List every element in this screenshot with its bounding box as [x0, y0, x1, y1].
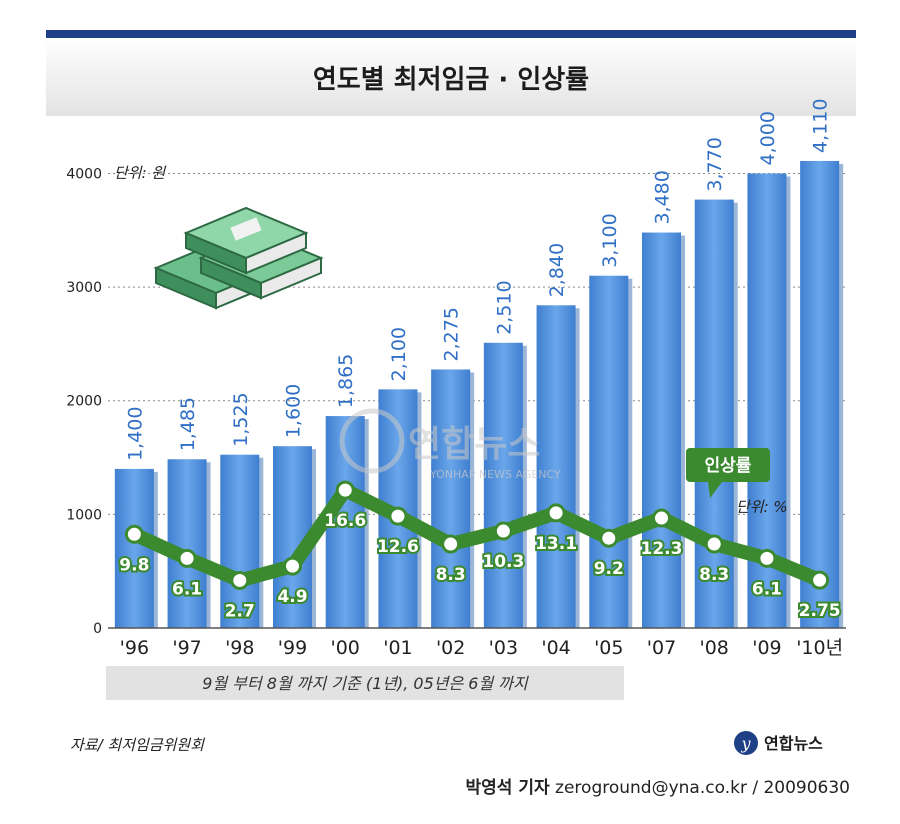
rate-value-label: 9.2: [594, 559, 624, 579]
rate-value-label: 9.8: [119, 555, 149, 575]
rate-value-label: 6.1: [172, 579, 202, 599]
credit-line: 박영석 기자 zeroground@yna.co.kr / 20090630: [466, 778, 850, 798]
rate-value-label: 2.7: [225, 601, 255, 621]
rate-points: [124, 480, 830, 590]
bar-value-label: 4,000: [757, 111, 779, 165]
rate-point: [810, 570, 830, 590]
x-tick-label: '98: [225, 637, 254, 659]
x-tick-label: '01: [383, 637, 412, 659]
x-tick-label: '03: [489, 637, 518, 659]
bar-value-label: 1,525: [230, 392, 252, 446]
bar: [220, 454, 260, 628]
rate-value-label: 8.3: [699, 565, 729, 585]
bar-value-label: 2,510: [493, 280, 515, 334]
x-tick-label: '96: [120, 637, 149, 659]
chart-title: 연도별 최저임금 · 인상률: [313, 65, 589, 95]
rate-legend: 인상률: [686, 448, 770, 498]
svg-text:y: y: [740, 734, 751, 753]
bar-value-label: 2,840: [546, 243, 568, 297]
watermark-main: 연합뉴스: [408, 424, 540, 465]
legend-series-name: 인상률: [705, 456, 752, 476]
y-tick-label: 1000: [66, 507, 102, 523]
rate-point: [230, 570, 250, 590]
rate-point: [704, 534, 724, 554]
source-text: 자료/ 최저임금위원회: [70, 736, 205, 754]
x-tick-label: '05: [594, 637, 623, 659]
bar: [641, 232, 682, 628]
x-tick-label: '04: [541, 637, 570, 659]
brand-icon: [734, 731, 758, 755]
watermark: 연합뉴스 YONHAP NEWS AGENCY: [339, 408, 561, 481]
bar-value-label: 2,275: [441, 307, 463, 361]
bars: [114, 160, 844, 629]
bar-value-labels: 1,400 1,485 1,525 1,600 1,865 2,100 2,275 2,510…: [124, 99, 831, 461]
bar: [800, 160, 840, 629]
money-stack-icon: [153, 206, 324, 310]
x-axis-labels: '96 '97 '98 '99 '00 '01 '02 '03 '04 '05 '07 '08 '09 '…: [120, 637, 843, 659]
rate-value-label: 6.1: [752, 579, 782, 599]
bar-value-label: 3,480: [652, 170, 674, 224]
rate-value-label: 13.1: [535, 534, 577, 554]
x-tick-label: '00: [331, 637, 360, 659]
x-tick-label: '99: [278, 637, 307, 659]
x-tick-label: '07: [647, 637, 676, 659]
rate-point: [599, 528, 619, 548]
y-tick-label: 0: [93, 621, 102, 637]
rate-point: [441, 534, 461, 554]
rate-point: [652, 508, 671, 528]
bar-value-label: 2,100: [388, 327, 410, 381]
rate-point: [493, 521, 513, 541]
bar: [114, 468, 154, 628]
rate-value-label: 10.3: [482, 552, 524, 572]
credit-rest: zeroground@yna.co.kr / 20090630: [550, 778, 850, 798]
x-tick-label: '09: [752, 637, 781, 659]
note-text: 9월 부터 8월 까지 기준 (1년), 05년은 6월 까지: [202, 674, 529, 693]
brand-name: 연합뉴스: [764, 734, 823, 753]
rate-point: [757, 548, 777, 568]
x-tick-label: '97: [172, 637, 201, 659]
bar: [589, 275, 629, 628]
y-tick-label: 4000: [66, 166, 102, 182]
bar-value-label: 1,400: [124, 407, 146, 461]
unit-label: 단위: 원: [114, 164, 166, 182]
brand-logo: y 연합뉴스: [734, 731, 823, 755]
x-tick-label: '02: [436, 637, 465, 659]
chart-frame: 연도별 최저임금 · 인상률 단위: 원 0 1000 2000 3000 4000 1…: [46, 30, 856, 764]
bar-value-label: 1,865: [335, 354, 357, 408]
title-band: [46, 38, 856, 116]
rate-value-label: 12.6: [377, 537, 419, 557]
bar-value-label: 1,600: [283, 384, 305, 438]
credit-author: 박영석 기자: [466, 778, 550, 798]
rate-point: [283, 556, 302, 576]
y-tick-label: 2000: [66, 394, 102, 410]
bar: [167, 459, 207, 628]
bar: [536, 305, 576, 628]
bar: [431, 369, 471, 628]
rate-point: [388, 506, 408, 526]
rate-point: [546, 503, 566, 523]
rate-unit-label: 단위: %: [736, 498, 788, 516]
rate-value-label: 2.75: [799, 601, 841, 621]
rate-value-label: 8.3: [436, 565, 466, 585]
x-tick-label: '10년: [796, 637, 843, 659]
rate-value-label: 4.9: [277, 587, 307, 607]
rate-value-label: 16.6: [324, 511, 366, 531]
watermark-sub: YONHAP NEWS AGENCY: [429, 468, 561, 481]
rate-point: [335, 480, 355, 500]
rate-point: [124, 524, 144, 544]
note-box: [106, 666, 624, 700]
rate-labels: 9.8 6.1 2.7 4.9 16.6 12.6 8.3 10.3 13.1 9.2 12.3 8.…: [117, 509, 842, 623]
bar-value-label: 4,110: [810, 99, 832, 153]
y-axis-ticks: 0 1000 2000 3000 4000: [66, 166, 102, 637]
bar-value-label: 3,100: [599, 213, 621, 267]
x-tick-label: '08: [700, 637, 729, 659]
y-tick-label: 3000: [66, 280, 102, 296]
bar: [483, 342, 523, 628]
bar-value-label: 1,485: [177, 397, 199, 451]
rate-point: [177, 548, 197, 568]
bar: [694, 199, 734, 628]
bar-value-label: 3,770: [704, 137, 726, 191]
chart-canvas: 연도별 최저임금 · 인상률 단위: 원 0 1000 2000 3000 4000 1…: [46, 38, 856, 755]
rate-value-label: 12.3: [641, 539, 683, 559]
